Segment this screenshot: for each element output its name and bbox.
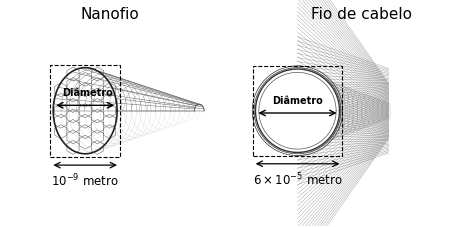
Text: $10^{-9}$ metro: $10^{-9}$ metro	[51, 172, 119, 189]
Text: $6 \times 10^{-5}$ metro: $6 \times 10^{-5}$ metro	[253, 171, 343, 187]
Text: Diâmetro: Diâmetro	[272, 95, 323, 105]
Text: Fio de cabelo: Fio de cabelo	[311, 7, 412, 22]
Bar	[253, 67, 342, 156]
Circle shape	[256, 70, 339, 153]
Polygon shape	[298, 70, 389, 153]
Bar	[50, 65, 120, 157]
Text: Nanofio: Nanofio	[81, 7, 140, 22]
Text: Diâmetro: Diâmetro	[62, 88, 113, 98]
